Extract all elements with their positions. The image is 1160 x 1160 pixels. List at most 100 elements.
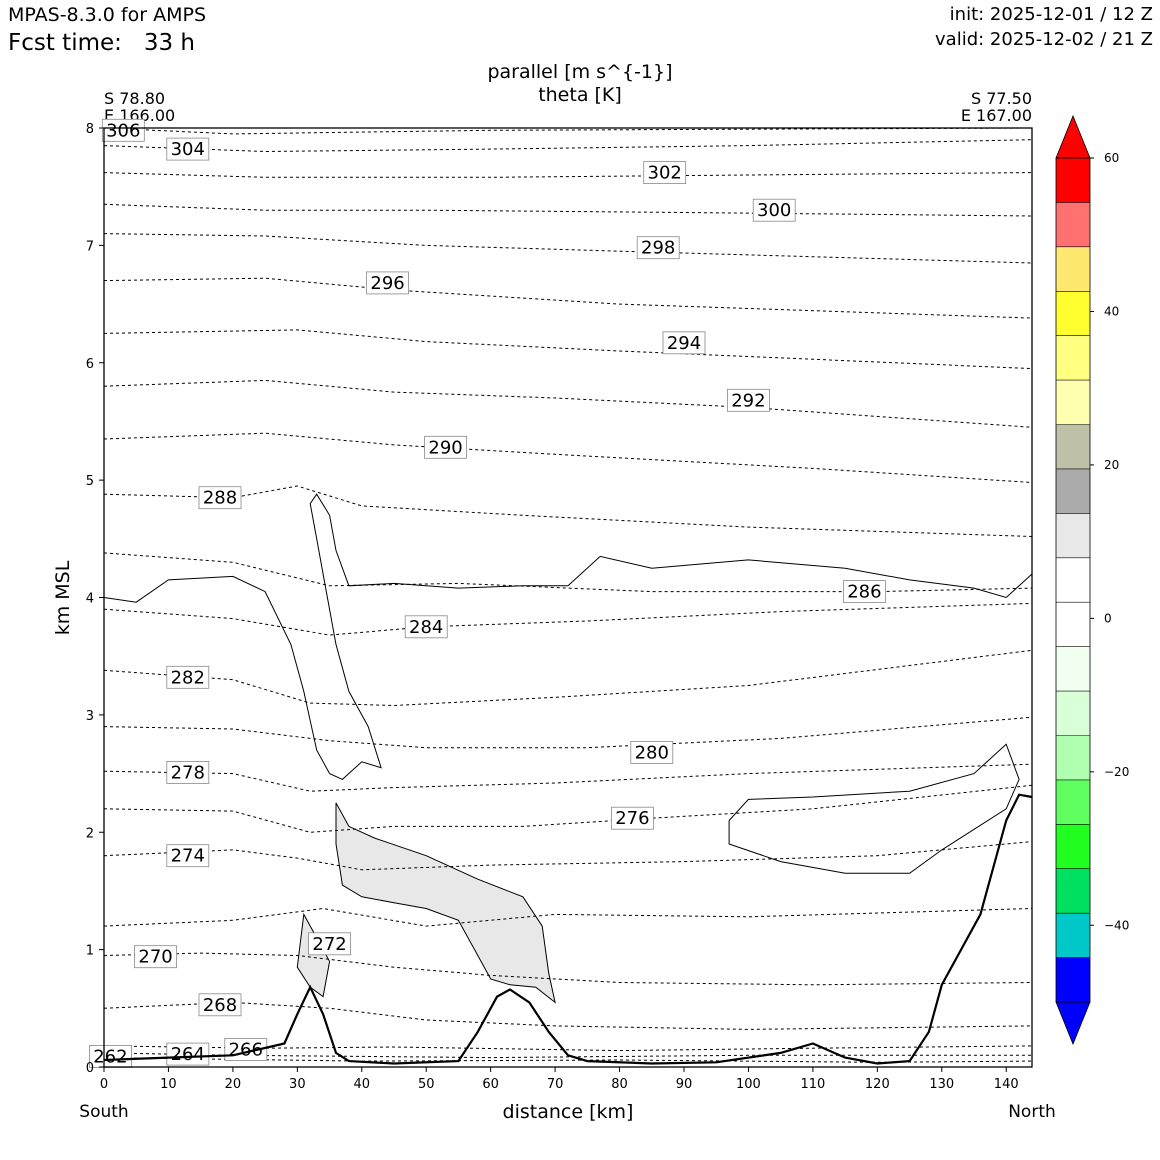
- theta-isentrope-300: [103, 203, 1033, 217]
- theta-isentrope-282: [103, 649, 1033, 707]
- theta-label-290: 290: [424, 435, 468, 459]
- x-tick-label: 30: [289, 1077, 306, 1092]
- parallel-shaded-region-small: [296, 912, 331, 998]
- colorbar-tick-label: −20: [1104, 765, 1129, 779]
- svg-text:292: 292: [731, 390, 765, 411]
- colorbar-segment: [1056, 246, 1090, 292]
- theta-label-296: 296: [366, 271, 410, 295]
- parallel-zero-contour: [103, 493, 1033, 780]
- svg-text:264: 264: [171, 1044, 205, 1065]
- y-tick-label: 2: [86, 826, 94, 841]
- colorbar-segment: [1056, 735, 1090, 781]
- theta-isentrope-306: [103, 127, 1033, 135]
- chart-title-line2: theta [K]: [538, 84, 622, 106]
- start-lat-label: S 78.80: [104, 89, 165, 108]
- y-tick-label: 3: [86, 709, 94, 724]
- theta-label-286: 286: [843, 580, 886, 603]
- theta-label-292: 292: [727, 388, 770, 412]
- forecast-time-value: 33 h: [143, 30, 195, 56]
- theta-label-282: 282: [166, 665, 210, 689]
- theta-label-306: 306: [101, 118, 145, 142]
- theta-label-288: 288: [198, 486, 242, 510]
- colorbar-segment: [1056, 335, 1090, 381]
- colorbar-segment: [1056, 468, 1090, 514]
- svg-text:304: 304: [171, 139, 205, 160]
- colorbar-segment: [1056, 513, 1090, 559]
- colorbar-tick-label: 40: [1104, 304, 1119, 318]
- chart-title-line1: parallel [m s^{-1}]: [487, 61, 672, 83]
- x-tick-label: 100: [736, 1077, 761, 1092]
- colorbar-segment: [1056, 291, 1090, 336]
- model-title: MPAS-8.3.0 for AMPS: [8, 4, 207, 26]
- theta-label-284: 284: [404, 615, 448, 639]
- theta-isentrope-278: [103, 763, 1033, 792]
- theta-isentrope-290: [103, 432, 1033, 483]
- y-tick-label: 7: [86, 239, 94, 254]
- init-time: init: 2025-12-01 / 12 Z: [949, 4, 1153, 25]
- x-axis: 0 10 20 30 40 50 60 70 80 90 100 110 120 130 140: [100, 1067, 1019, 1092]
- theta-label-264: 264: [166, 1042, 210, 1066]
- south-label: South: [79, 1102, 128, 1122]
- x-tick-label: 20: [225, 1077, 242, 1092]
- theta-isentrope-298: [103, 233, 1033, 264]
- colorbar-tick-label: 60: [1104, 151, 1119, 165]
- y-tick-label: 0: [86, 1061, 94, 1076]
- svg-text:288: 288: [203, 488, 237, 509]
- svg-text:272: 272: [312, 934, 346, 955]
- colorbar-tick-label: 0: [1104, 611, 1112, 625]
- forecast-time: Fcst time: 33 h: [8, 30, 195, 56]
- end-lat-label: S 77.50: [971, 89, 1032, 108]
- svg-text:286: 286: [847, 582, 881, 603]
- colorbar-segment: [1056, 202, 1090, 248]
- theta-label-304: 304: [166, 137, 210, 161]
- theta-label-276: 276: [611, 806, 654, 830]
- svg-text:280: 280: [635, 742, 669, 763]
- theta-isentrope-276: [103, 784, 1033, 833]
- colorbar-segment: [1056, 779, 1090, 825]
- theta-isentrope-284: [103, 602, 1033, 636]
- parallel-shaded-region: [335, 802, 556, 1004]
- svg-text:268: 268: [203, 995, 237, 1016]
- theta-label-294: 294: [662, 331, 706, 355]
- colorbar-segment: [1056, 957, 1090, 1003]
- theta-label-280: 280: [630, 741, 674, 764]
- north-label: North: [1008, 1102, 1056, 1122]
- theta-label-298: 298: [636, 236, 680, 260]
- theta-label-278: 278: [166, 761, 210, 784]
- svg-text:290: 290: [428, 437, 462, 458]
- terrain-line: [103, 793, 1033, 1065]
- theta-label-302: 302: [643, 161, 687, 185]
- x-tick-label: 140: [994, 1077, 1019, 1092]
- colorbar-tick-label: 20: [1104, 458, 1119, 472]
- theta-isentrope-292: [103, 379, 1033, 428]
- colorbar-segment: [1056, 557, 1090, 603]
- colorbar-tick-label: −40: [1104, 918, 1129, 932]
- y-tick-label: 5: [86, 474, 94, 489]
- colorbar: 60 40 20 0 −20 −40: [1055, 114, 1129, 1046]
- colorbar-segment: [1056, 913, 1090, 958]
- theta-isentrope-264: [103, 1052, 1032, 1059]
- svg-text:284: 284: [409, 617, 443, 638]
- x-tick-label: 0: [100, 1077, 108, 1092]
- svg-text:302: 302: [648, 163, 682, 184]
- theta-isentrope-302: [103, 172, 1033, 178]
- x-axis-label: distance [km]: [503, 1101, 634, 1123]
- x-tick-label: 120: [865, 1077, 890, 1092]
- theta-label-268: 268: [198, 993, 242, 1017]
- svg-text:276: 276: [615, 808, 649, 829]
- svg-text:294: 294: [667, 333, 701, 354]
- theta-label-300: 300: [752, 198, 796, 222]
- y-axis-label: km MSL: [52, 560, 74, 635]
- colorbar-segment: [1056, 424, 1090, 470]
- svg-text:262: 262: [93, 1046, 127, 1067]
- colorbar-segment: [1056, 824, 1090, 869]
- x-tick-label: 90: [676, 1077, 693, 1092]
- valid-time: valid: 2025-12-02 / 21 Z: [935, 29, 1153, 50]
- plot-area: 262 264 2662682702722742762782802822842862…: [89, 118, 1033, 1068]
- x-tick-label: 40: [354, 1077, 371, 1092]
- x-tick-label: 80: [611, 1077, 628, 1092]
- theta-isentrope-280: [103, 716, 1033, 749]
- theta-isentrope-268: [103, 1001, 1033, 1030]
- forecast-time-label: Fcst time:: [8, 30, 122, 56]
